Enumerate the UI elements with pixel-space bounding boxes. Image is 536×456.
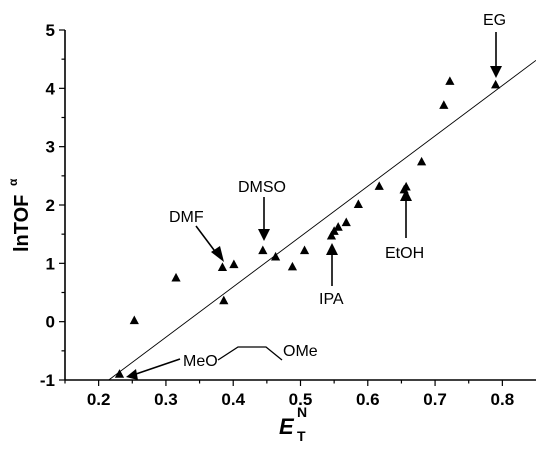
- y-axis-title: lnTOF: [11, 195, 33, 252]
- y-tick-label: -1: [40, 371, 55, 390]
- x-axis-title-subscript: T: [297, 428, 306, 444]
- data-point: [229, 259, 239, 269]
- data-point: [333, 222, 343, 231]
- label-etoh: EtOH: [385, 245, 424, 262]
- x-tick-label: 0.2: [87, 390, 111, 409]
- x-tick-label: 0.4: [221, 390, 245, 409]
- x-tick-label: 0.6: [356, 390, 380, 409]
- arrow-heads: [126, 66, 502, 380]
- data-point: [439, 100, 449, 109]
- y-tick-label: 2: [46, 196, 55, 215]
- data-point: [353, 199, 363, 209]
- label-dmso: DMSO: [238, 179, 286, 196]
- data-point: [271, 251, 281, 261]
- y-axis-ticks: -1 0 1 2 3 4 5: [40, 21, 65, 390]
- x-tick-label: 0.7: [423, 390, 447, 409]
- y-tick-label: 0: [46, 313, 55, 332]
- data-point: [171, 272, 181, 282]
- y-tick-label: 1: [46, 254, 55, 273]
- label-eg: EG: [483, 12, 506, 29]
- data-point: [114, 369, 125, 378]
- data-point: [219, 295, 229, 305]
- y-axis-title-group: lnTOF α: [6, 178, 33, 252]
- annotations: [135, 32, 497, 375]
- data-point: [326, 230, 337, 240]
- data-points: [114, 76, 501, 378]
- x-tick-label: 0.8: [491, 390, 515, 409]
- data-point: [341, 217, 351, 227]
- data-point: [258, 245, 268, 255]
- data-point: [287, 261, 298, 271]
- fit-line: [108, 59, 536, 381]
- data-point: [217, 262, 228, 272]
- y-tick-label: 5: [46, 21, 55, 40]
- data-point: [445, 76, 455, 85]
- y-tick-label: 4: [46, 79, 56, 98]
- y-axis-title-superscript: α: [6, 178, 20, 186]
- x-tick-label: 0.5: [289, 390, 313, 409]
- glyme-structure: [217, 346, 283, 361]
- label-ipa: IPA: [319, 291, 344, 308]
- data-point: [374, 181, 384, 190]
- data-point: [401, 181, 411, 191]
- x-tick-label: 0.3: [154, 390, 178, 409]
- y-tick-label: 3: [46, 138, 55, 157]
- x-axis-ticks: 0.2 0.3 0.4 0.5 0.6 0.7 0.8: [64, 380, 515, 409]
- data-point: [491, 79, 501, 89]
- data-point: [129, 315, 139, 325]
- data-point: [299, 245, 310, 255]
- label-ome: OMe: [283, 343, 318, 360]
- dmf-arrow: [195, 225, 218, 255]
- meo-arrow: [135, 358, 181, 375]
- data-point: [417, 156, 427, 166]
- x-axis-title: E: [279, 414, 295, 439]
- label-dmf: DMF: [169, 209, 204, 226]
- x-axis-title-superscript: N: [297, 404, 307, 420]
- plot-axes: [64, 30, 536, 381]
- label-meo: MeO: [183, 353, 218, 370]
